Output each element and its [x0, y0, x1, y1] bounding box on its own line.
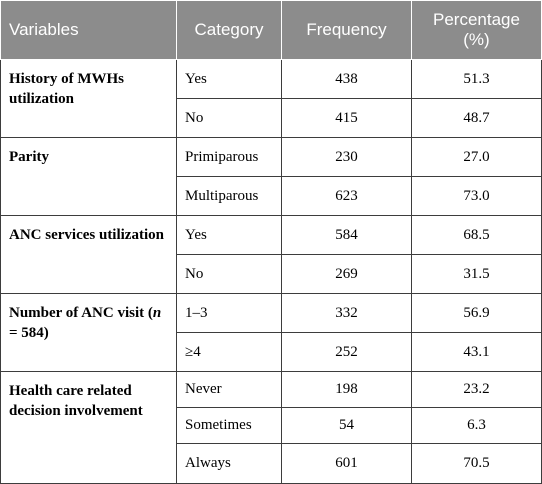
frequency-cell: 584	[281, 215, 412, 255]
variable-label-prefix: Number of ANC visit (	[9, 305, 153, 321]
header-percentage: Percentage (%)	[411, 0, 542, 60]
table-row: ≥4 252 43.1	[1, 332, 542, 372]
frequency-cell: 252	[281, 332, 412, 372]
variable-cell: Number of ANC visit (n = 584)	[0, 293, 177, 372]
category-cell: Primiparous	[176, 137, 282, 177]
table-row: No 415 48.7	[1, 98, 542, 138]
table-header: Variables Category Frequency Percentage …	[0, 0, 542, 60]
variable-cell: ANC services utilization	[0, 215, 177, 294]
table-row: Parity Primiparous 230 27.0	[0, 137, 542, 216]
table-row: Sometimes 54 6.3	[1, 407, 542, 444]
frequency-cell: 601	[281, 443, 412, 484]
category-cell: 1–3	[176, 293, 282, 333]
frequency-cell: 269	[281, 254, 412, 294]
category-cell: Yes	[176, 215, 282, 255]
category-cell: No	[176, 254, 282, 294]
frequency-cell: 54	[281, 407, 412, 444]
table-row: History of MWHs utilization Yes 438 51.3	[0, 59, 542, 138]
variable-label-n: n	[152, 305, 162, 321]
variable-cell: Health care related decision involvement	[0, 371, 177, 484]
percentage-cell: 48.7	[411, 98, 542, 138]
header-category: Category	[176, 0, 282, 60]
table-body: History of MWHs utilization Yes 438 51.3…	[0, 59, 542, 484]
category-cell: Yes	[176, 59, 282, 99]
frequency-cell: 332	[281, 293, 412, 333]
variable-cell: History of MWHs utilization	[0, 59, 177, 138]
category-cell: No	[176, 98, 282, 138]
header-frequency: Frequency	[281, 0, 412, 60]
table-row: ANC services utilization Yes 584 68.5	[0, 215, 542, 294]
percentage-cell: 43.1	[411, 332, 542, 372]
table-row: Number of ANC visit (n = 584) 1–3 332 56…	[0, 293, 542, 372]
frequency-cell: 198	[281, 371, 412, 408]
category-cell: Sometimes	[176, 407, 282, 444]
category-cell: Never	[176, 371, 282, 408]
header-variables: Variables	[0, 0, 177, 60]
category-cell: ≥4	[176, 332, 282, 372]
percentage-cell: 6.3	[411, 407, 542, 444]
percentage-cell: 31.5	[411, 254, 542, 294]
percentage-cell: 68.5	[411, 215, 542, 255]
table-row: Health care related decision involvement…	[0, 371, 542, 484]
percentage-cell: 70.5	[411, 443, 542, 484]
percentage-cell: 23.2	[411, 371, 542, 408]
category-cell: Always	[176, 443, 282, 484]
variable-cell: Parity	[0, 137, 177, 216]
table-row: Multiparous 623 73.0	[1, 176, 542, 216]
variable-label-suffix: = 584)	[9, 325, 49, 341]
frequency-cell: 438	[281, 59, 412, 99]
frequency-cell: 230	[281, 137, 412, 177]
percentage-cell: 73.0	[411, 176, 542, 216]
table-row: No 269 31.5	[1, 254, 542, 294]
category-cell: Multiparous	[176, 176, 282, 216]
percentage-cell: 56.9	[411, 293, 542, 333]
percentage-cell: 27.0	[411, 137, 542, 177]
frequency-cell: 623	[281, 176, 412, 216]
percentage-cell: 51.3	[411, 59, 542, 99]
frequency-cell: 415	[281, 98, 412, 138]
